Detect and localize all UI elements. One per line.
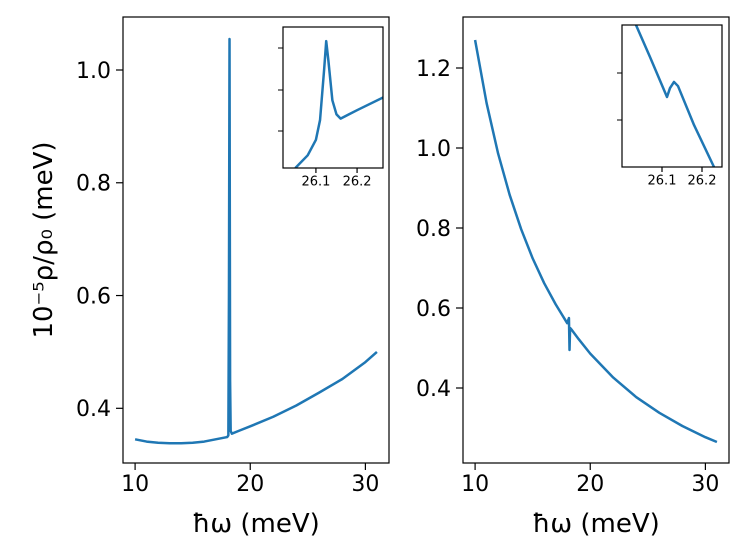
x-tick-label: 10: [121, 472, 149, 497]
x-tick-label: 26.2: [688, 173, 717, 188]
y-tick-label: 1.0: [416, 137, 451, 162]
y-tick-label: 0.4: [416, 377, 451, 402]
x-axis-label: ħω (meV): [532, 509, 660, 539]
axes-frame: [282, 26, 384, 169]
x-tick-label: 26.1: [301, 174, 330, 189]
x-tick-label: 30: [351, 472, 379, 497]
data-line: [294, 39, 383, 168]
x-tick-label: 30: [691, 472, 719, 497]
data-line: [634, 25, 716, 167]
data-line: [134, 37, 378, 445]
y-tick-label: 0.8: [416, 217, 451, 242]
x-tick-label: 10: [461, 472, 489, 497]
x-tick-label: 26.1: [648, 173, 677, 188]
axes-frame: [621, 24, 723, 168]
y-axis-label: 10⁻⁵ρ/ρ₀ (meV): [29, 141, 59, 338]
y-tick-label: 0.4: [76, 397, 111, 422]
inset-background: [622, 25, 722, 167]
x-tick-label: 20: [236, 472, 264, 497]
axes-frame: [122, 16, 390, 464]
y-tick-label: 0.6: [76, 284, 111, 309]
x-axis-label: ħω (meV): [192, 509, 320, 539]
y-tick-label: 1.0: [76, 59, 111, 84]
x-tick-label: 20: [576, 472, 604, 497]
y-tick-label: 0.6: [416, 297, 451, 322]
axes-frame: [462, 16, 730, 464]
y-tick-label: 0.8: [76, 172, 111, 197]
y-tick-label: 1.2: [416, 57, 451, 82]
data-line: [473, 39, 718, 444]
x-tick-label: 26.2: [343, 174, 372, 189]
